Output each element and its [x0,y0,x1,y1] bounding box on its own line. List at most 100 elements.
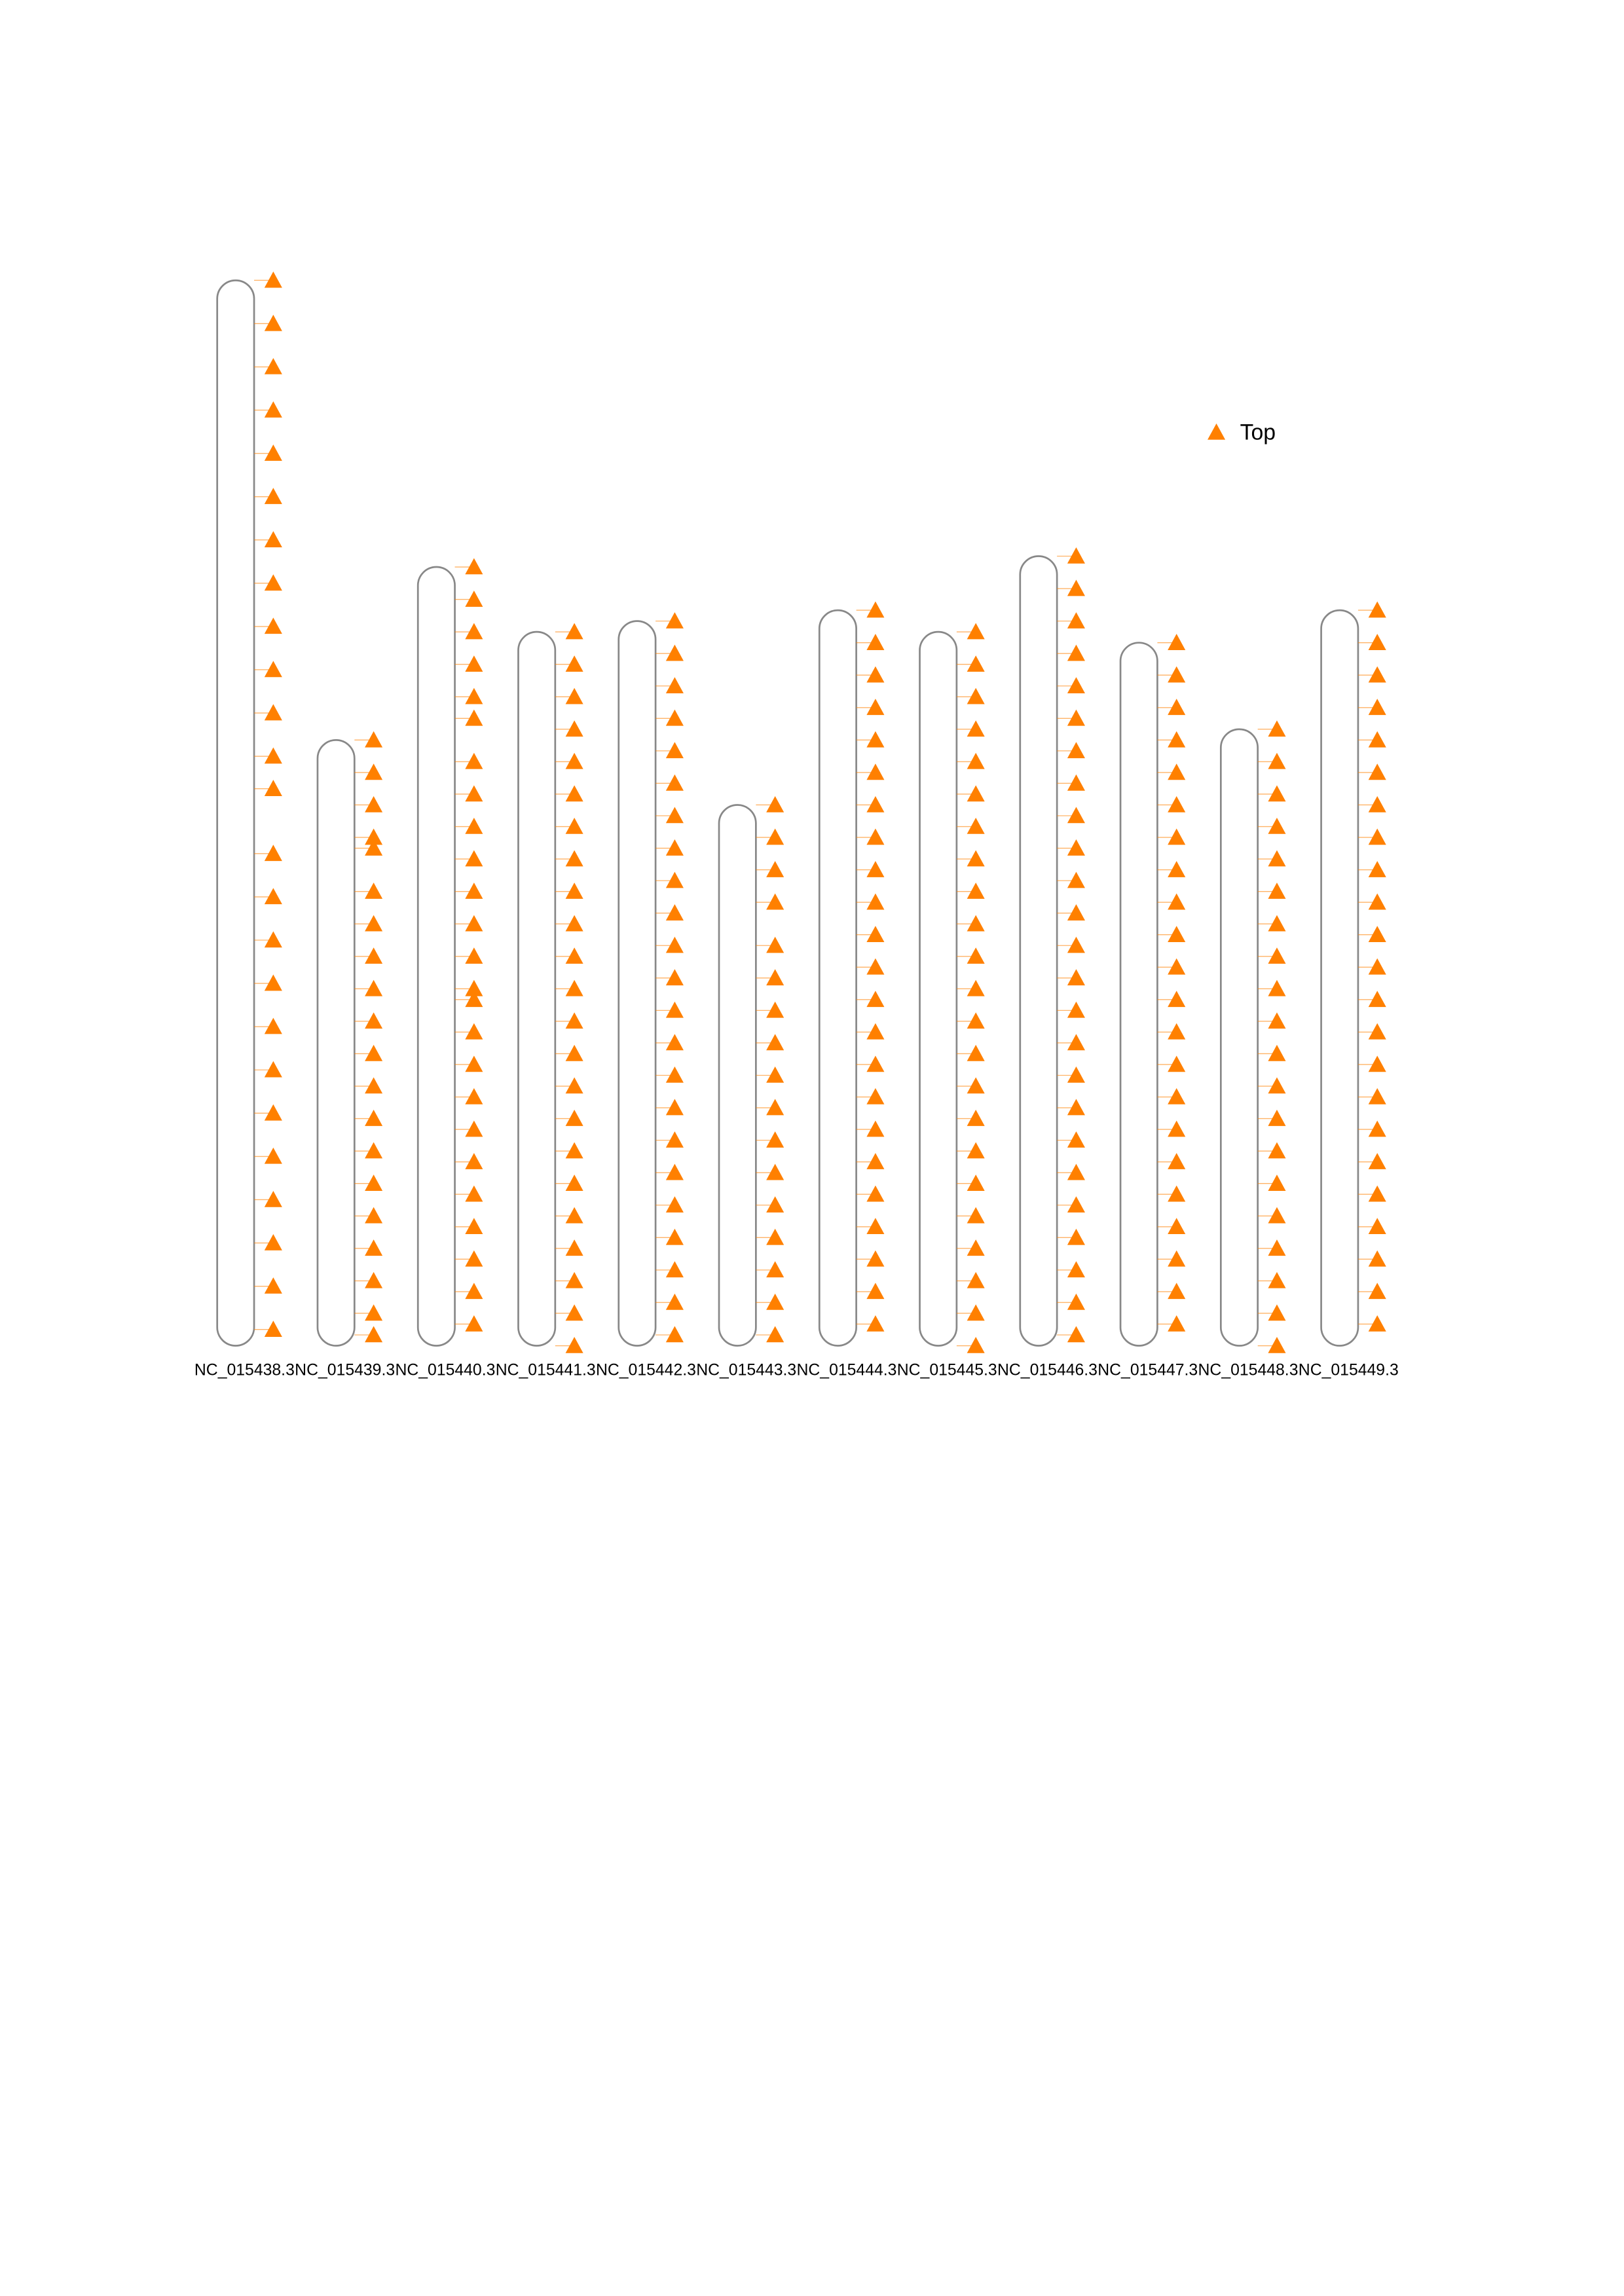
marker [365,947,383,964]
marker [365,839,383,856]
marker [665,904,684,920]
marker [967,1110,985,1126]
marker [665,644,684,661]
marker [1368,763,1386,780]
marker [1368,958,1386,975]
marker [665,1326,684,1343]
marker [766,893,784,910]
chromosome-label: NC_015440.3 [395,1362,495,1379]
marker [665,1001,684,1018]
marker [1368,666,1386,683]
marker [1168,1250,1186,1267]
marker [264,1321,282,1338]
marker [1268,1142,1286,1159]
marker [967,1175,985,1191]
marker [365,1207,383,1224]
marker [1067,1099,1085,1116]
marker [1168,731,1186,748]
marker [565,1271,583,1288]
marker [665,871,684,888]
marker [264,401,282,418]
marker [264,357,282,374]
chromosome-label: NC_015447.3 [1098,1362,1198,1379]
marker [1268,850,1286,867]
marker [465,818,483,834]
marker [365,1012,383,1029]
marker [766,828,784,845]
marker [1168,1283,1186,1300]
marker [967,1271,985,1288]
marker [565,1077,583,1094]
marker [264,888,282,905]
marker [665,1034,684,1051]
marker [665,1261,684,1278]
marker [365,979,383,996]
marker [1268,785,1286,802]
marker [365,1110,383,1126]
marker [967,850,985,867]
marker [766,1034,784,1051]
marker [766,1326,784,1343]
marker [365,1271,383,1288]
marker [1368,699,1386,716]
marker [565,1175,583,1191]
marker [264,531,282,547]
marker [967,687,985,704]
marker [365,1142,383,1159]
marker [866,926,885,943]
marker [1368,861,1386,877]
marker [465,623,483,640]
marker [1368,828,1386,845]
marker [1368,1185,1386,1202]
marker [1268,1044,1286,1061]
chromosome-label: NC_015443.3 [696,1362,796,1379]
marker [1067,1131,1085,1148]
marker [264,1190,282,1207]
marker [465,1218,483,1235]
marker [264,1061,282,1078]
marker [866,1185,885,1202]
marker [465,883,483,899]
marker [665,742,684,759]
chromosome-label: NC_015442.3 [596,1362,696,1379]
marker [465,1250,483,1267]
marker [264,1234,282,1250]
marker [565,1304,583,1321]
marker [1368,1250,1386,1267]
marker [866,1250,885,1267]
marker [766,795,784,812]
marker [1067,871,1085,888]
marker [1368,601,1386,618]
marker [1368,893,1386,910]
marker [967,1142,985,1159]
marker [264,488,282,504]
marker [465,915,483,932]
marker [766,1228,784,1245]
chromosome [416,566,456,1347]
marker [465,558,483,575]
marker [866,634,885,650]
marker [1168,1120,1186,1137]
marker [1067,579,1085,596]
marker [365,828,383,845]
marker [1168,828,1186,845]
marker [1268,1077,1286,1094]
marker [264,445,282,461]
marker [967,1239,985,1256]
marker [465,1153,483,1169]
marker [766,1099,784,1116]
marker [866,828,885,845]
marker [967,623,985,640]
marker [264,845,282,862]
marker [866,1088,885,1104]
marker [1168,1185,1186,1202]
marker [465,1088,483,1104]
marker [465,979,483,996]
marker [967,1304,985,1321]
chromosome-label: NC_015439.3 [295,1362,395,1379]
marker [365,915,383,932]
marker [1067,904,1085,920]
chromosome [1219,728,1259,1347]
marker [1268,979,1286,996]
